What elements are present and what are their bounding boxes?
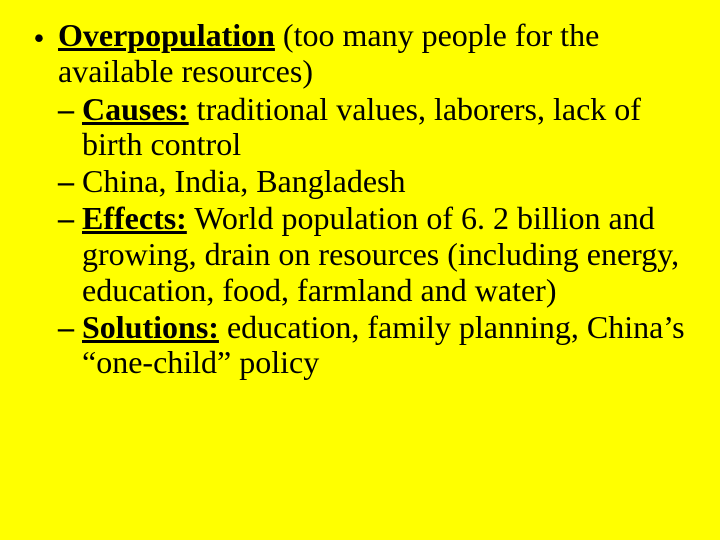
dash-icon: –: [58, 310, 82, 346]
dash-icon: –: [58, 92, 82, 128]
dash-icon: –: [58, 164, 82, 200]
sub-content: Effects: World population of 6. 2 billio…: [82, 201, 700, 308]
sub-item: – Causes: traditional values, laborers, …: [58, 92, 700, 164]
sub-item: – China, India, Bangladesh: [58, 164, 700, 200]
sub-content: Causes: traditional values, laborers, la…: [82, 92, 700, 164]
sub-item: – Solutions: education, family planning,…: [58, 310, 700, 382]
sub-label: Solutions:: [82, 309, 219, 345]
sub-content: Solutions: education, family planning, C…: [82, 310, 700, 382]
main-bullet-content: Overpopulation (too many people for the …: [58, 18, 700, 381]
sub-list: – Causes: traditional values, laborers, …: [58, 92, 700, 382]
main-bullet-item: • Overpopulation (too many people for th…: [20, 18, 700, 381]
sub-label: Effects:: [82, 200, 187, 236]
sub-item: – Effects: World population of 6. 2 bill…: [58, 201, 700, 308]
dash-icon: –: [58, 201, 82, 237]
sub-label: Causes:: [82, 91, 189, 127]
sub-text: China, India, Bangladesh: [82, 163, 405, 199]
sub-content: China, India, Bangladesh: [82, 164, 700, 200]
bullet-icon: •: [20, 18, 58, 57]
main-term: Overpopulation: [58, 17, 275, 53]
